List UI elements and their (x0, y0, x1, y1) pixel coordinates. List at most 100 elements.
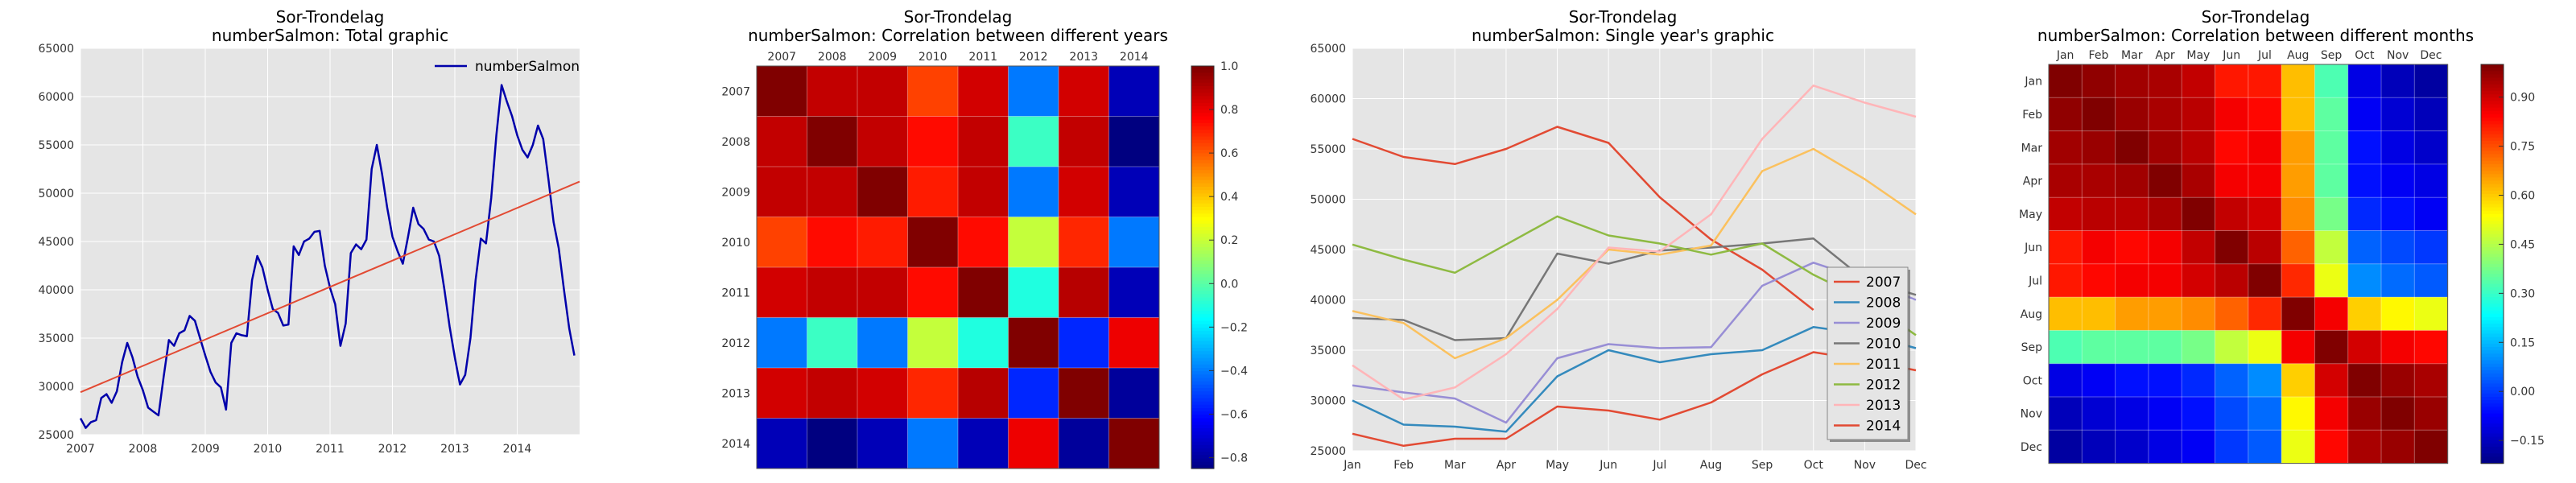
month-cell (2281, 263, 2315, 298)
panel-2-title-line1: Sor-Trondelag (904, 7, 1013, 27)
x-tick-label: 2009 (191, 443, 220, 456)
year-cell (1059, 418, 1109, 469)
month-cell (2414, 330, 2449, 365)
year-cell (807, 317, 858, 369)
month-cell (2115, 297, 2149, 331)
colorbar-segment (1191, 139, 1214, 144)
colorbar-segment (2481, 324, 2504, 328)
colorbar-segment (1191, 240, 1214, 245)
month-row-label: Jul (2028, 275, 2042, 287)
panel-4-title-line2: numberSalmon: Correlation between differ… (2037, 26, 2474, 45)
month-cell (2347, 64, 2382, 98)
colorbar-segment (2481, 200, 2504, 205)
colorbar-segment (2481, 333, 2504, 338)
colorbar-segment (1191, 223, 1214, 228)
colorbar-segment (2481, 327, 2504, 331)
month-cell (2182, 197, 2215, 231)
month-cell (2314, 130, 2349, 165)
colorbar-segment (2481, 357, 2504, 361)
month-cell (2281, 163, 2315, 198)
year-cell (757, 66, 807, 117)
colorbar-segment (1191, 66, 1214, 70)
colorbar-segment (2481, 266, 2504, 271)
colorbar-segment (2481, 293, 2504, 298)
colorbar-segment (2481, 353, 2504, 358)
month-cell (2314, 330, 2349, 365)
colorbar-segment (1191, 213, 1214, 218)
year-column-label: 2014 (1120, 51, 1149, 64)
colorbar-segment (1191, 441, 1214, 446)
colorbar-segment (1191, 203, 1214, 208)
month-cell (2115, 230, 2149, 265)
colorbar-tick-label: 0.45 (2510, 238, 2535, 251)
year-column-label: 2008 (818, 51, 847, 64)
month-cell (2148, 64, 2182, 98)
colorbar-segment (2481, 180, 2504, 185)
colorbar-segment (2481, 167, 2504, 171)
year-cell (1008, 267, 1059, 318)
month-cell (2414, 397, 2449, 431)
colorbar-segment (1191, 207, 1214, 211)
colorbar-frame (1191, 65, 1215, 469)
colorbar-segment (1191, 119, 1214, 124)
month-cell (2215, 430, 2249, 464)
colorbar-segment (1191, 384, 1214, 389)
month-cell (2049, 297, 2083, 331)
year-cell (958, 368, 1009, 419)
colorbar-segment (1191, 435, 1214, 440)
panel-3-title-line1: Sor-Trondelag (1569, 7, 1678, 27)
year-cell (1059, 217, 1109, 268)
month-cell (2248, 363, 2282, 398)
year-cell (958, 66, 1009, 117)
colorbar-segment (1191, 337, 1214, 342)
month-cell (2182, 430, 2215, 464)
month-cell (2182, 130, 2215, 165)
colorbar-segment (2481, 297, 2504, 301)
year-cell (1108, 66, 1160, 117)
colorbar-segment (2481, 263, 2504, 268)
month-cell (2347, 297, 2382, 331)
panel-4-title: Sor-Trondelag numberSalmon: Correlation … (2037, 7, 2474, 45)
month-cell (2148, 263, 2182, 298)
year-cell (1059, 317, 1109, 369)
month-cell (2281, 297, 2315, 331)
month-cell (2148, 197, 2182, 231)
colorbar-segment (1191, 156, 1214, 161)
month-cell (2049, 397, 2083, 431)
month-cell (2281, 64, 2315, 98)
legend-label-2012: 2012 (1866, 378, 1901, 394)
year-cell (907, 418, 959, 469)
y-tick-label: 40000 (38, 284, 74, 297)
month-row-label: Jun (2024, 242, 2042, 254)
year-cell (907, 368, 959, 419)
year-cell (807, 66, 858, 117)
month-cell (2115, 197, 2149, 231)
month-correlation-heatmap: Jan Feb Mar Apr May Jun Jul Aug Sep Oct Nov Dec Jan F… (2019, 49, 2545, 464)
colorbar-segment (1191, 344, 1214, 349)
colorbar-segment (2481, 244, 2504, 248)
month-cell (2248, 197, 2282, 231)
year-cell (1108, 317, 1160, 369)
colorbar-segment (2481, 343, 2504, 348)
year-column-label: 2010 (919, 51, 947, 64)
month-cell (2314, 263, 2349, 298)
colorbar-tick-label: −0.6 (1220, 408, 1248, 421)
colorbar-segment (2481, 194, 2504, 198)
month-cell (2215, 130, 2249, 165)
year-cell (907, 167, 959, 217)
colorbar-segment (2481, 230, 2504, 235)
month-cell (2248, 130, 2282, 165)
colorbar-segment (2481, 330, 2504, 335)
colorbar-segment (1191, 126, 1214, 130)
colorbar-segment (2481, 363, 2504, 368)
month-row-label: Mar (2021, 142, 2043, 155)
x-tick-label: Jan (1343, 459, 1361, 472)
y-tick-label: 30000 (38, 381, 74, 394)
month-cell (2314, 97, 2349, 132)
year-cell (757, 317, 807, 369)
year-row-label: 2014 (721, 438, 750, 451)
colorbar-tick-label: 0.8 (1220, 104, 1238, 117)
colorbar-segment (2481, 320, 2504, 324)
colorbar-segment (1191, 260, 1214, 265)
month-cell (2182, 263, 2215, 298)
